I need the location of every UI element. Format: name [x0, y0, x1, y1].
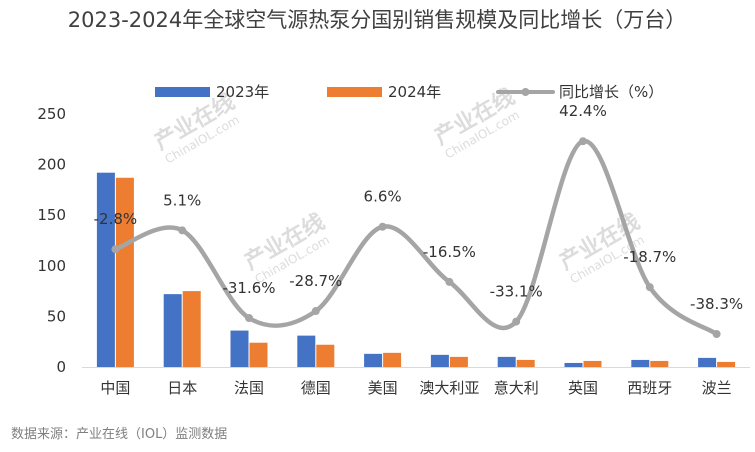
growth-marker [378, 222, 387, 231]
bar-2023 [297, 335, 316, 367]
bar-2023 [430, 354, 449, 367]
bars [82, 172, 750, 368]
x-tick-label: 波兰 [702, 379, 732, 397]
bar-2024 [717, 361, 736, 367]
y-tick-label: 250 [37, 105, 66, 123]
bar-2024 [583, 360, 602, 367]
legend: 2023年 2024年 同比增长（%） [155, 83, 663, 101]
growth-marker [178, 226, 187, 235]
bar-2024 [316, 344, 335, 367]
bar-2023 [564, 362, 583, 367]
growth-marker [712, 329, 721, 338]
bar-2023 [163, 294, 182, 367]
bar-2023 [230, 330, 249, 367]
x-tick-label: 英国 [568, 379, 598, 397]
growth-marker [512, 317, 521, 326]
x-tick-label: 西班牙 [627, 379, 672, 397]
bar-2023 [631, 359, 650, 367]
x-tick-label: 澳大利亚 [419, 379, 479, 397]
legend-label-2023: 2023年 [216, 83, 269, 101]
y-tick-label: 0 [56, 358, 66, 376]
bar-2023 [497, 356, 516, 367]
growth-data-label: 6.6% [364, 188, 402, 206]
bar-2024 [449, 356, 468, 367]
bar-2024 [115, 177, 134, 367]
y-tick-label: 50 [47, 307, 66, 325]
y-axis: 0 50 100 150 200 250 [37, 105, 66, 376]
growth-data-label: -16.5% [423, 243, 476, 261]
growth-data-label: 42.4% [559, 102, 607, 120]
growth-marker [445, 277, 454, 286]
legend-marker-growth [521, 88, 530, 96]
legend-swatch-2024 [327, 87, 382, 97]
growth-marker [111, 245, 120, 254]
growth-data-label: -2.8% [94, 210, 138, 228]
bar-2023 [364, 353, 383, 367]
x-tick-label: 中国 [100, 379, 130, 397]
bar-2024 [650, 360, 669, 367]
bar-2023 [96, 172, 115, 367]
chart-title: 2023-2024年全球空气源热泵分国别销售规模及同比增长（万台） [68, 8, 686, 32]
bar-2024 [249, 342, 268, 367]
bar-2023 [698, 357, 717, 367]
bar-2024 [516, 359, 535, 367]
growth-marker [245, 313, 253, 322]
growth-marker [311, 307, 320, 316]
y-tick-label: 100 [37, 257, 66, 275]
bar-2024 [383, 352, 402, 367]
x-tick-label: 意大利 [494, 379, 539, 397]
growth-marker [579, 137, 587, 146]
y-tick-label: 150 [37, 206, 66, 224]
growth-data-label: -28.7% [289, 272, 342, 290]
x-tick-label: 美国 [368, 379, 398, 397]
growth-data-label: 5.1% [163, 191, 201, 209]
growth-data-label: -31.6% [222, 279, 275, 297]
x-axis: 中国 日本 法国 德国 美国 澳大利亚 意大利 英国 西班牙 波兰 [100, 379, 731, 397]
x-tick-label: 法国 [234, 379, 264, 397]
growth-line-layer: -2.8% 5.1% -31.6% -28.7% 6.6% -16.5% -33.1% 42.… [94, 102, 743, 338]
growth-data-label: -18.7% [623, 248, 676, 266]
source-note: 数据来源：产业在线（IOL）监测数据 [11, 427, 227, 442]
legend-label-growth: 同比增长（%） [559, 83, 663, 101]
growth-data-label: -33.1% [490, 283, 543, 301]
bar-2024 [182, 291, 201, 367]
legend-swatch-2023 [155, 87, 210, 97]
growth-marker [645, 283, 654, 292]
legend-label-2024: 2024年 [388, 83, 441, 101]
x-tick-label: 日本 [167, 379, 197, 397]
y-tick-label: 200 [37, 156, 66, 174]
growth-data-label: -38.3% [690, 295, 743, 313]
x-tick-label: 德国 [301, 379, 331, 397]
